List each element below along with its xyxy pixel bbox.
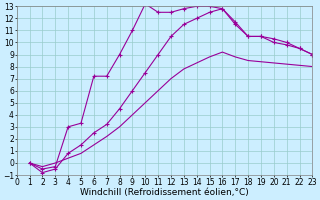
X-axis label: Windchill (Refroidissement éolien,°C): Windchill (Refroidissement éolien,°C)	[80, 188, 249, 197]
